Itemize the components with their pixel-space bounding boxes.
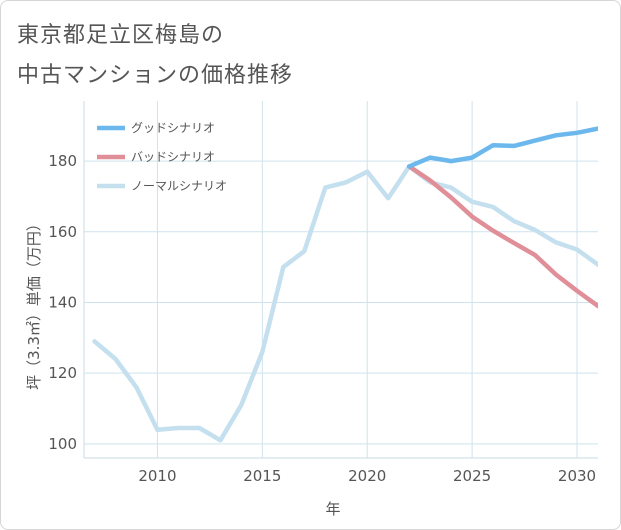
series-line-good xyxy=(406,126,598,169)
chart-title-line-1: 東京都足立区梅島の xyxy=(17,23,225,48)
y-tick-label: 120 xyxy=(48,364,77,382)
series-line-bad xyxy=(406,164,598,309)
x-tick-label: 2010 xyxy=(138,467,176,485)
series-line-normal xyxy=(92,164,598,443)
grid-lines xyxy=(83,101,598,459)
legend-label-normal: ノーマルシナリオ xyxy=(131,179,227,193)
x-axis-label: 年 xyxy=(325,500,340,518)
series-layer xyxy=(92,126,598,443)
y-tick-label: 100 xyxy=(48,435,77,453)
chart-title-line-2: 中古マンションの価格推移 xyxy=(17,63,294,88)
x-tick-label: 2025 xyxy=(453,467,491,485)
x-tick-label: 2020 xyxy=(348,467,386,485)
x-tick-label: 2030 xyxy=(558,467,596,485)
x-tick-label: 2015 xyxy=(243,467,281,485)
legend-label-good: グッドシナリオ xyxy=(131,121,215,135)
y-axis-label: 坪（3.3㎡）単価（万円） xyxy=(25,216,43,390)
tick-labels: 2010 2015 2020 2025 2030 100 120 140 160 180 xyxy=(48,152,596,485)
y-tick-label: 140 xyxy=(48,293,77,311)
y-tick-label: 180 xyxy=(48,152,77,170)
legend-label-bad: バッドシナリオ xyxy=(131,150,215,164)
y-tick-label: 160 xyxy=(48,223,77,241)
